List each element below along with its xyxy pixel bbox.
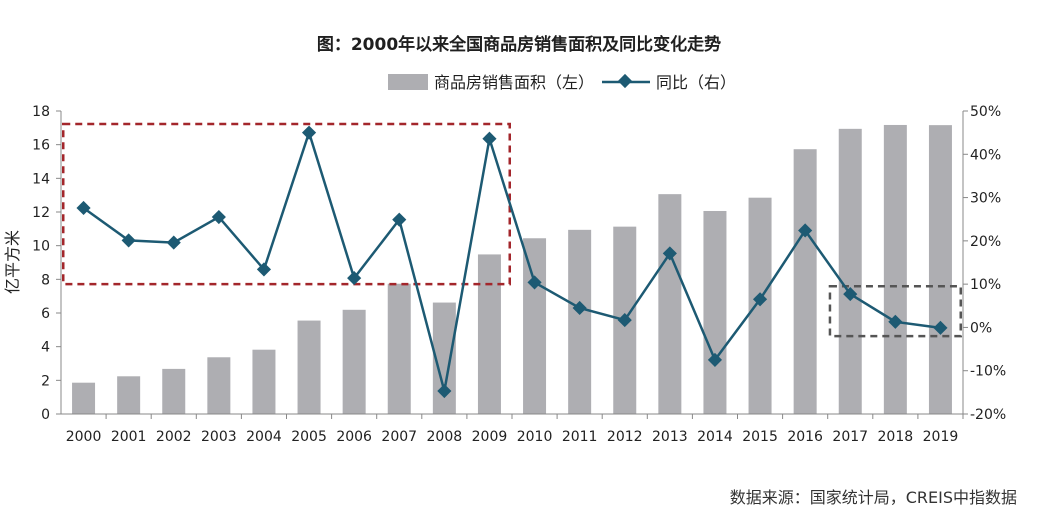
- right-tick-10%: 10%: [970, 277, 1001, 293]
- x-tick-2011: 2011: [562, 429, 598, 445]
- bar-2005: [297, 320, 321, 414]
- x-tick-2005: 2005: [291, 429, 327, 445]
- yoy-point-2012: [617, 312, 632, 328]
- bar-2014: [703, 210, 727, 414]
- yoy-point-2014: [707, 352, 723, 367]
- source-note: 数据来源：国家统计局，CREIS中指数据: [730, 488, 1017, 507]
- x-tick-2013: 2013: [652, 429, 688, 445]
- yoy-line: [82, 128, 941, 392]
- x-tick-2017: 2017: [832, 429, 868, 445]
- x-tick-2016: 2016: [787, 429, 823, 445]
- bar-2006: [342, 309, 366, 414]
- yoy-point-2017: [843, 287, 858, 302]
- x-tick-2010: 2010: [517, 429, 553, 445]
- right-tick-50%: 50%: [970, 104, 1001, 120]
- legend-bar-label: 商品房销售面积（左）: [434, 73, 594, 92]
- yoy-point-2006: [347, 271, 362, 286]
- bar-2018: [883, 124, 907, 414]
- highlight-box-2: [828, 285, 962, 338]
- yoy-point-2007: [392, 212, 407, 227]
- right-tick-0%: 0%: [970, 320, 992, 336]
- x-tick-2001: 2001: [111, 429, 147, 445]
- y-axis-label: 亿平方米: [3, 230, 22, 294]
- legend-line-label: 同比（右）: [656, 73, 736, 92]
- left-tick-14: 14: [32, 171, 50, 187]
- x-tick-2004: 2004: [246, 429, 282, 445]
- bar-2011: [568, 229, 592, 414]
- bar-2013: [658, 194, 682, 414]
- yoy-point-2008: [437, 383, 452, 399]
- right-tick-20%: 20%: [970, 234, 1001, 250]
- bar-2000: [72, 382, 96, 414]
- bar-2010: [523, 238, 547, 414]
- left-tick-2: 2: [41, 373, 50, 389]
- yoy-point-2013: [662, 246, 677, 261]
- highlight-box-1: [62, 122, 511, 286]
- chart-title: 图：2000年以来全国商品房销售面积及同比变化走势: [317, 34, 721, 55]
- yoy-point-2002: [166, 235, 181, 250]
- right-tick--10%: -10%: [970, 364, 1006, 380]
- x-tick-2007: 2007: [381, 429, 417, 445]
- bar-2016: [793, 149, 817, 414]
- bar-2017: [838, 128, 862, 415]
- left-tick-4: 4: [41, 340, 50, 356]
- left-tick-16: 16: [32, 138, 50, 154]
- yoy-point-2019: [933, 320, 948, 335]
- x-tick-2014: 2014: [697, 429, 733, 445]
- x-tick-2003: 2003: [201, 429, 237, 445]
- x-tick-2006: 2006: [336, 429, 372, 445]
- x-tick-2018: 2018: [878, 429, 914, 445]
- left-tick-10: 10: [32, 239, 50, 255]
- right-tick-40%: 40%: [970, 147, 1001, 163]
- bar-2001: [117, 376, 141, 414]
- x-tick-2008: 2008: [427, 429, 463, 445]
- yoy-point-2009: [482, 131, 497, 146]
- yoy-point-2016: [798, 223, 813, 238]
- yoy-point-2001: [121, 233, 136, 248]
- yoy-point-2004: [256, 262, 272, 277]
- bar-2003: [207, 357, 231, 414]
- bar-2007: [387, 283, 411, 414]
- y-axis-title: 亿平方米: [3, 230, 22, 294]
- bar-2008: [432, 302, 456, 414]
- yoy-point-2015: [752, 292, 768, 307]
- left-tick-18: 18: [32, 104, 50, 120]
- x-tick-2000: 2000: [66, 429, 102, 445]
- yoy-point-2010: [527, 275, 542, 290]
- legend-line-marker: [617, 73, 633, 89]
- x-axis-ticks: 2000 2001 2002 2003 2004 2005 2006 2007 2008 2009…: [66, 414, 964, 445]
- bar-2004: [252, 349, 276, 414]
- bar-2002: [162, 368, 186, 414]
- x-tick-2002: 2002: [156, 429, 192, 445]
- bar-2009: [477, 254, 501, 414]
- x-tick-2015: 2015: [742, 429, 778, 445]
- yoy-point-2011: [572, 300, 587, 316]
- left-y-axis-ticks: 0 2 4 6 8 10 12 14 16 18: [32, 104, 61, 423]
- yoy-point-2005: [301, 125, 317, 140]
- legend: 商品房销售面积（左） 同比（右）: [388, 73, 736, 92]
- left-tick-0: 0: [41, 407, 50, 423]
- yoy-point-2018: [888, 314, 903, 329]
- x-tick-2012: 2012: [607, 429, 643, 445]
- line-series: [76, 125, 948, 399]
- left-tick-8: 8: [41, 272, 50, 288]
- right-y-axis-ticks: -20% -10% 0% 10% 20% 30% 40% 50%: [963, 104, 1006, 423]
- left-tick-6: 6: [41, 306, 50, 322]
- highlight-boxes: [62, 122, 962, 338]
- yoy-point-2003: [211, 209, 226, 225]
- right-tick-30%: 30%: [970, 191, 1001, 207]
- x-tick-2009: 2009: [472, 429, 508, 445]
- right-tick--20%: -20%: [970, 407, 1006, 423]
- legend-bar-swatch: [388, 74, 428, 90]
- left-tick-12: 12: [32, 205, 50, 221]
- x-tick-2019: 2019: [923, 429, 959, 445]
- bar-series: [72, 124, 952, 415]
- bar-2019: [928, 125, 952, 414]
